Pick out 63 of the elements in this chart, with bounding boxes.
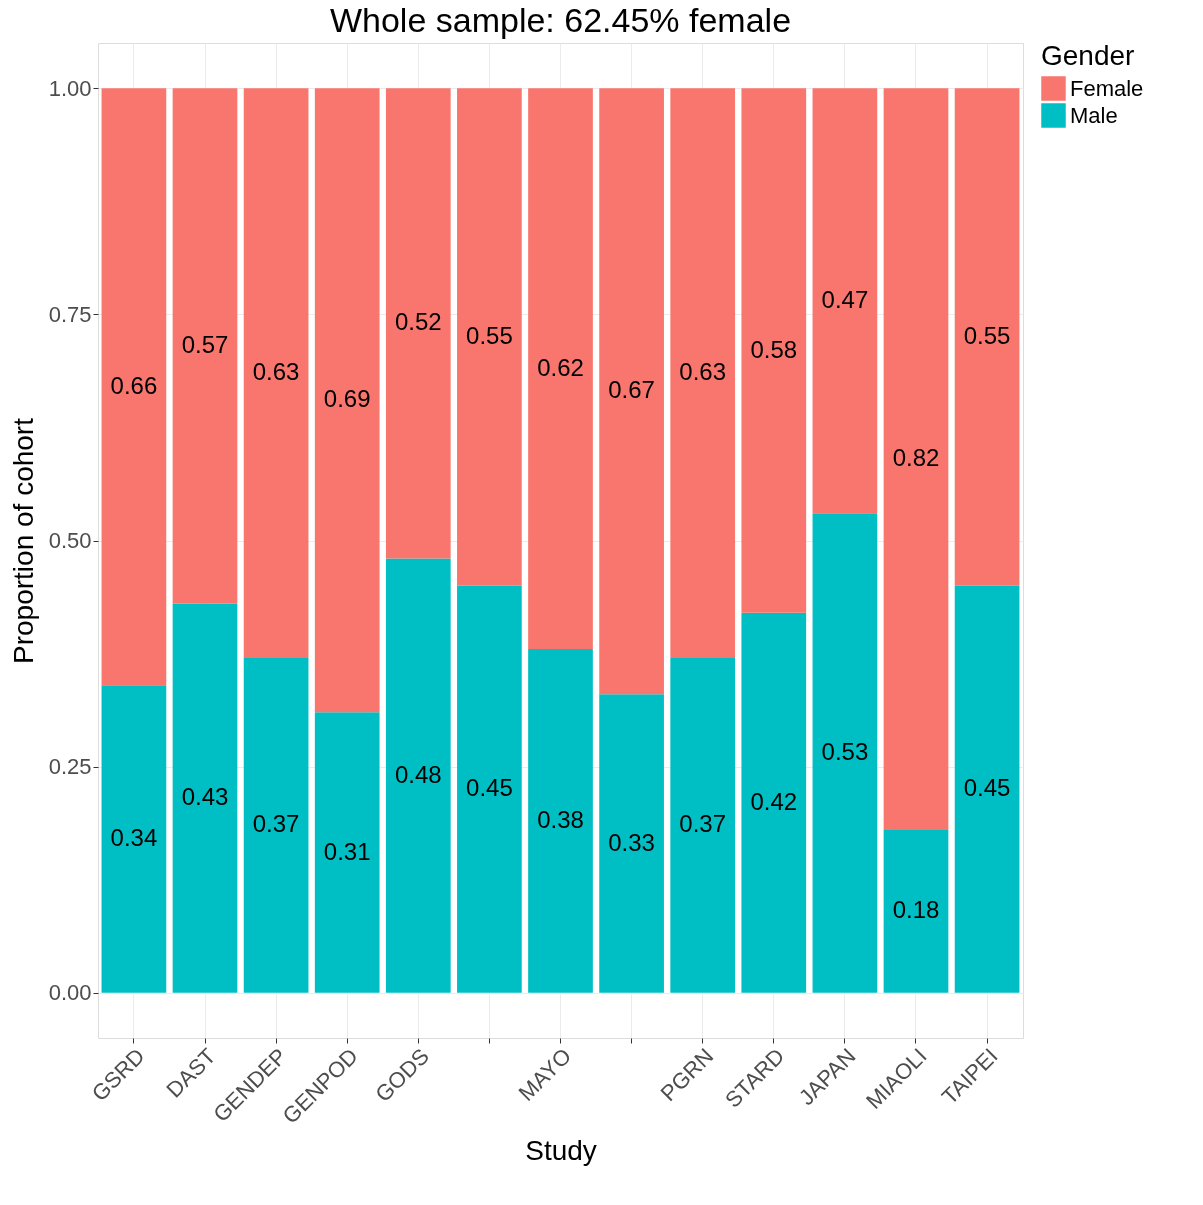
bar: [528, 88, 593, 650]
bar: [314, 88, 380, 713]
bar: [457, 88, 522, 586]
data-label: 0.62: [537, 353, 584, 381]
bar: [812, 88, 878, 514]
data-label: 0.55: [963, 321, 1011, 349]
data-label: 0.45: [466, 774, 513, 802]
data-label: 0.53: [821, 738, 869, 766]
y-tick-label: 1.00: [48, 75, 92, 101]
bar: [741, 612, 807, 993]
bar: [172, 603, 238, 993]
legend-label: Male: [1070, 102, 1118, 128]
bar: [883, 829, 949, 993]
data-label: 0.45: [963, 774, 1011, 802]
data-label: 0.34: [110, 824, 158, 851]
data-label: 0.37: [679, 810, 727, 838]
bar: [172, 88, 238, 604]
data-label: 0.66: [110, 371, 158, 399]
bar: [101, 685, 167, 993]
bar: [670, 658, 736, 993]
bar: [599, 694, 664, 993]
y-tick-label: 0.25: [48, 754, 92, 780]
data-label: 0.67: [608, 376, 655, 404]
bar: [741, 88, 807, 613]
data-label: 0.63: [679, 358, 727, 386]
data-label: 0.52: [394, 308, 442, 336]
bar: [243, 658, 309, 993]
data-label: 0.42: [750, 787, 798, 815]
legend-title: Gender: [1041, 40, 1135, 71]
bar: [883, 88, 949, 830]
data-label: 0.33: [608, 828, 655, 856]
legend-label: Female: [1070, 75, 1144, 101]
data-label: 0.69: [323, 385, 371, 413]
data-label: 0.55: [466, 321, 513, 349]
bar: [385, 558, 451, 993]
bar: [243, 88, 309, 659]
data-label: 0.47: [821, 285, 869, 313]
bar: [385, 88, 451, 559]
bar: [954, 585, 1020, 993]
bar: [670, 88, 736, 659]
data-label: 0.31: [323, 837, 371, 865]
data-label: 0.38: [537, 805, 584, 833]
data-label: 0.63: [252, 358, 300, 386]
data-label: 0.58: [750, 335, 798, 363]
bar: [812, 513, 878, 993]
bar: [457, 585, 522, 993]
bar: [954, 88, 1020, 586]
y-tick-label: 0.50: [48, 528, 92, 553]
bar: [528, 649, 593, 993]
data-label: 0.48: [394, 760, 442, 788]
bar: [599, 88, 664, 695]
data-label: 0.37: [252, 810, 300, 838]
data-label: 0.57: [181, 331, 229, 359]
y-tick-label: 0.75: [48, 301, 92, 327]
data-label: 0.43: [181, 783, 229, 811]
bar: [314, 712, 380, 993]
bar: [101, 88, 167, 686]
y-tick-label: 0.00: [48, 980, 92, 1006]
data-label: 0.18: [892, 896, 940, 924]
x-axis-title: Study: [525, 1134, 597, 1166]
y-axis-title: Proportion of cohort: [7, 417, 39, 664]
chart-title: Whole sample: 62.45% female: [329, 1, 792, 39]
data-label: 0.82: [892, 444, 940, 472]
